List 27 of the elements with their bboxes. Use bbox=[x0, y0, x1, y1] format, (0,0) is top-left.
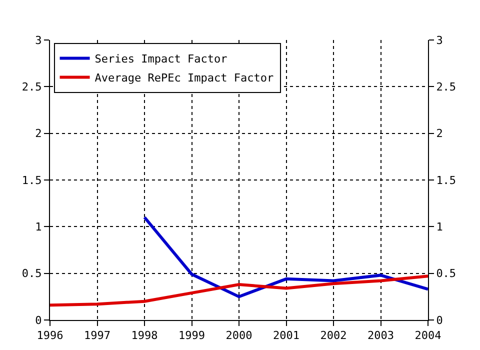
y2-tick-label: 2.5 bbox=[436, 80, 456, 94]
x-tick-label: 1999 bbox=[178, 329, 205, 342]
y-tick-label: 0.5 bbox=[22, 267, 42, 280]
x-tick-label: 2004 bbox=[414, 329, 442, 342]
y2-tick-label: 0 bbox=[436, 314, 443, 327]
x-tick-label: 2003 bbox=[368, 329, 394, 342]
legend-label: Average RePEc Impact Factor bbox=[94, 72, 274, 85]
x-tick-label: 1997 bbox=[84, 329, 110, 342]
x-tick-label: 1996 bbox=[36, 329, 64, 342]
x-tick-label: 2002 bbox=[320, 329, 347, 342]
x-tick-label: 2000 bbox=[226, 329, 252, 342]
line-series bbox=[143, 216, 428, 298]
y-tick-label: 1 bbox=[35, 220, 42, 234]
y2-tick-label: 1 bbox=[436, 220, 443, 234]
y2-tick-label: 1.5 bbox=[436, 174, 456, 187]
y-tick-label: 1.5 bbox=[22, 174, 42, 187]
y-tick-label: 0 bbox=[35, 314, 42, 327]
x-tick-label: 1998 bbox=[131, 329, 158, 342]
y-tick-label: 2.5 bbox=[22, 80, 42, 94]
line-series bbox=[50, 274, 428, 307]
y2-tick-label: 3 bbox=[436, 34, 443, 47]
y2-tick-label: 2 bbox=[436, 127, 443, 140]
y-tick-label: 2 bbox=[35, 127, 42, 140]
y-tick-label: 3 bbox=[35, 34, 42, 47]
legend-label: Series Impact Factor bbox=[94, 52, 228, 66]
y2-tick-label: 0.5 bbox=[436, 267, 456, 280]
x-tick-label: 2001 bbox=[273, 329, 300, 342]
